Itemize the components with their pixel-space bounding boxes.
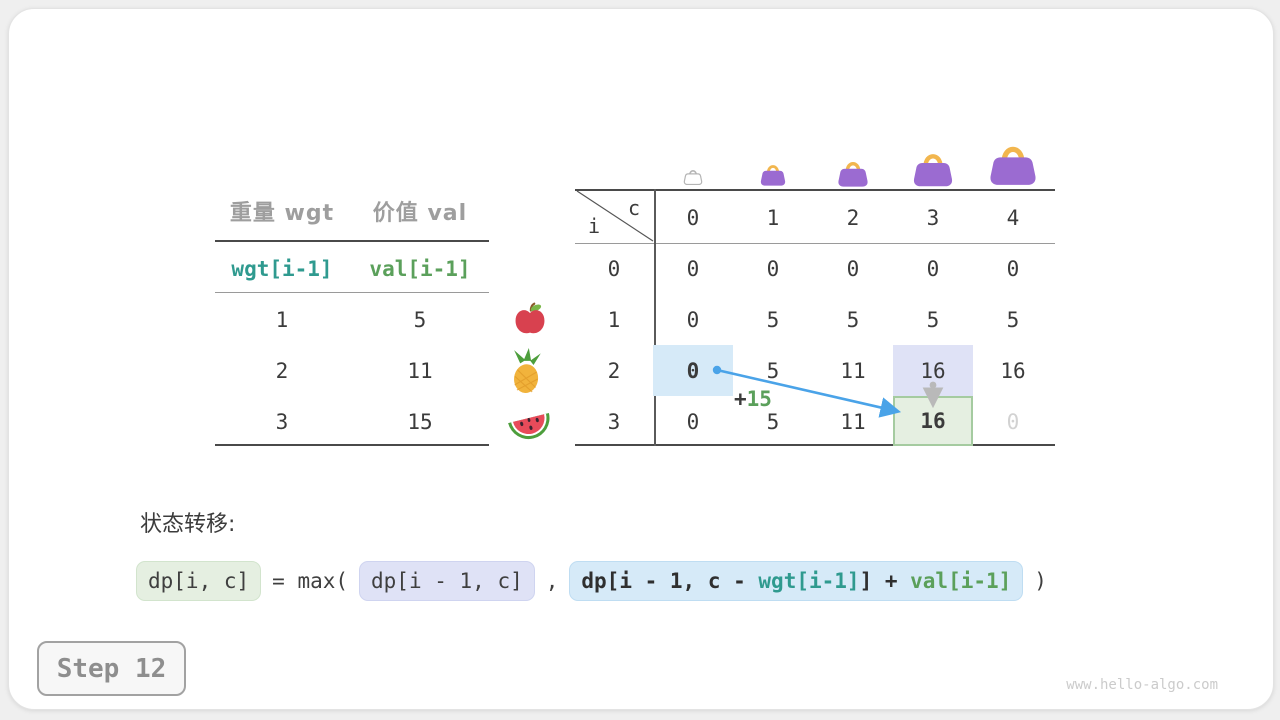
- formula-arg1: dp[i - 1, c]: [359, 561, 535, 601]
- items-row-val: 5: [413, 307, 427, 332]
- formula-arg2-val: val[i-1]: [910, 569, 1012, 593]
- dp-cell: 5: [766, 307, 780, 332]
- watermark: www.hello-algo.com: [1066, 677, 1218, 693]
- items-table-bottom-rule: [215, 444, 489, 446]
- dp-cell: 5: [926, 307, 940, 332]
- dp-cell: 0: [1006, 256, 1020, 281]
- dp-row-header: 1: [607, 307, 621, 332]
- dp-col-header: 1: [766, 205, 780, 230]
- dp-cell: 11: [840, 409, 866, 434]
- plus-sign: +: [734, 387, 747, 411]
- dp-cell: 11: [840, 358, 866, 383]
- dp-col-header: 2: [846, 205, 860, 230]
- bag-icon: [911, 146, 955, 187]
- dp-cell: 0: [686, 409, 700, 434]
- bag-icon: [759, 160, 787, 186]
- bag-outline-icon: [683, 170, 703, 185]
- added-value: 15: [746, 387, 772, 411]
- dp-cell: 0: [926, 256, 940, 281]
- dp-cell: 5: [846, 307, 860, 332]
- items-row-wgt: 1: [275, 307, 289, 332]
- corner-row-var: i: [588, 214, 601, 238]
- items-row-val: 15: [407, 409, 433, 434]
- items-col-header-value: 价值 val: [372, 201, 468, 226]
- dp-cell-prev-highlight: 16: [893, 345, 973, 396]
- dp-cell-pending: 0: [1006, 409, 1020, 434]
- dp-cell-source-highlight: 0: [653, 345, 733, 396]
- items-row-wgt: 3: [275, 409, 289, 434]
- dp-row-header: 0: [607, 256, 621, 281]
- formula-lhs: dp[i, c]: [136, 561, 262, 601]
- bag-icon: [836, 156, 870, 187]
- dp-col-header: 4: [1006, 205, 1020, 230]
- dp-col-header: 0: [686, 205, 700, 230]
- items-col-header-weight: 重量 wgt: [229, 201, 335, 226]
- corner-col-var: c: [628, 196, 641, 220]
- value-added-annotation: +15: [734, 387, 772, 411]
- items-row-wgt: 2: [275, 358, 289, 383]
- formula-operator: = max(: [272, 569, 349, 593]
- dp-col-header: 3: [926, 205, 940, 230]
- formula-arg2-prefix: dp[i - 1, c -: [581, 569, 759, 593]
- dp-cell: 0: [686, 256, 700, 281]
- dp-table-header-rule: [575, 243, 1055, 244]
- dp-table-top-rule: [575, 189, 1055, 191]
- step-badge: Step 12: [37, 641, 186, 696]
- dp-cell: 16: [1000, 358, 1026, 383]
- items-index-val: val[i-1]: [369, 256, 471, 281]
- dp-cell: 0: [846, 256, 860, 281]
- state-transition-formula: dp[i, c] = max( dp[i - 1, c] , dp[i - 1,…: [136, 558, 1047, 604]
- state-transition-label: 状态转移:: [140, 512, 236, 537]
- pineapple-icon: [514, 348, 541, 393]
- items-table-top-rule: [215, 240, 489, 242]
- dp-cell: 0: [766, 256, 780, 281]
- dp-row-header: 3: [607, 409, 621, 434]
- bag-icon: [987, 137, 1039, 186]
- items-table-mid-rule: [215, 292, 489, 293]
- dp-cell: 5: [766, 409, 780, 434]
- formula-arg2-middle: ] +: [859, 569, 911, 593]
- watermelon-icon: [508, 412, 550, 440]
- dp-row-header: 2: [607, 358, 621, 383]
- apple-icon: [515, 302, 545, 334]
- dp-cell-current-highlight: 16: [893, 396, 973, 446]
- dp-cell: 5: [1006, 307, 1020, 332]
- dp-table-vertical-rule: [654, 189, 656, 446]
- items-index-wgt: wgt[i-1]: [231, 256, 333, 281]
- dp-cell: 0: [686, 307, 700, 332]
- formula-separator: ,: [545, 569, 559, 593]
- formula-arg2-wgt: wgt[i-1]: [758, 569, 860, 593]
- items-row-val: 11: [407, 358, 433, 383]
- formula-arg2: dp[i - 1, c - wgt[i-1]] + val[i-1]: [569, 561, 1024, 601]
- formula-closing-paren: ): [1034, 569, 1047, 593]
- dp-table-bottom-rule: [575, 444, 1055, 446]
